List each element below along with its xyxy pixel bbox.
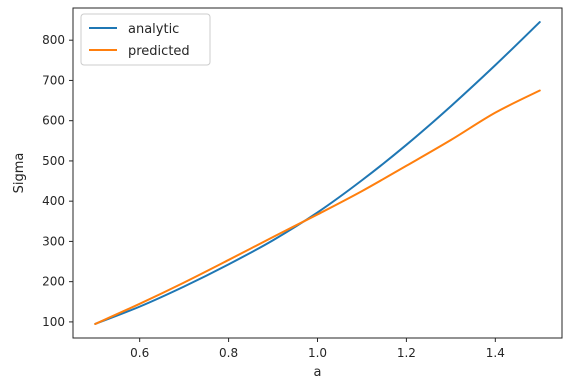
x-axis-ticks: 0.6 0.8 1.0 1.2 1.4 xyxy=(130,338,505,360)
y-tick-label: 600 xyxy=(42,114,65,128)
legend: analytic predicted xyxy=(80,13,211,66)
y-tick-label: 400 xyxy=(42,194,65,208)
x-tick-label: 1.2 xyxy=(397,346,416,360)
legend-label-predicted: predicted xyxy=(128,44,190,59)
series-line-predicted xyxy=(94,89,541,325)
plot-lines xyxy=(94,21,541,325)
y-tick-label: 300 xyxy=(42,234,65,248)
x-tick-label: 0.8 xyxy=(219,346,238,360)
y-tick-label: 200 xyxy=(42,275,65,289)
x-tick-label: 1.4 xyxy=(486,346,505,360)
x-tick-label: 1.0 xyxy=(308,346,327,360)
y-tick-label: 700 xyxy=(42,73,65,87)
legend-label-analytic: analytic xyxy=(128,22,179,37)
x-axis-label: a xyxy=(314,365,322,380)
legend-box xyxy=(80,13,211,66)
y-axis-label: Sigma xyxy=(12,153,27,194)
y-tick-label: 800 xyxy=(42,33,65,47)
x-tick-label: 0.6 xyxy=(130,346,149,360)
series-line-analytic xyxy=(94,21,541,325)
y-tick-label: 500 xyxy=(42,154,65,168)
y-tick-label: 100 xyxy=(42,315,65,329)
y-axis-ticks: 100 200 300 400 500 600 700 800 xyxy=(42,33,73,329)
